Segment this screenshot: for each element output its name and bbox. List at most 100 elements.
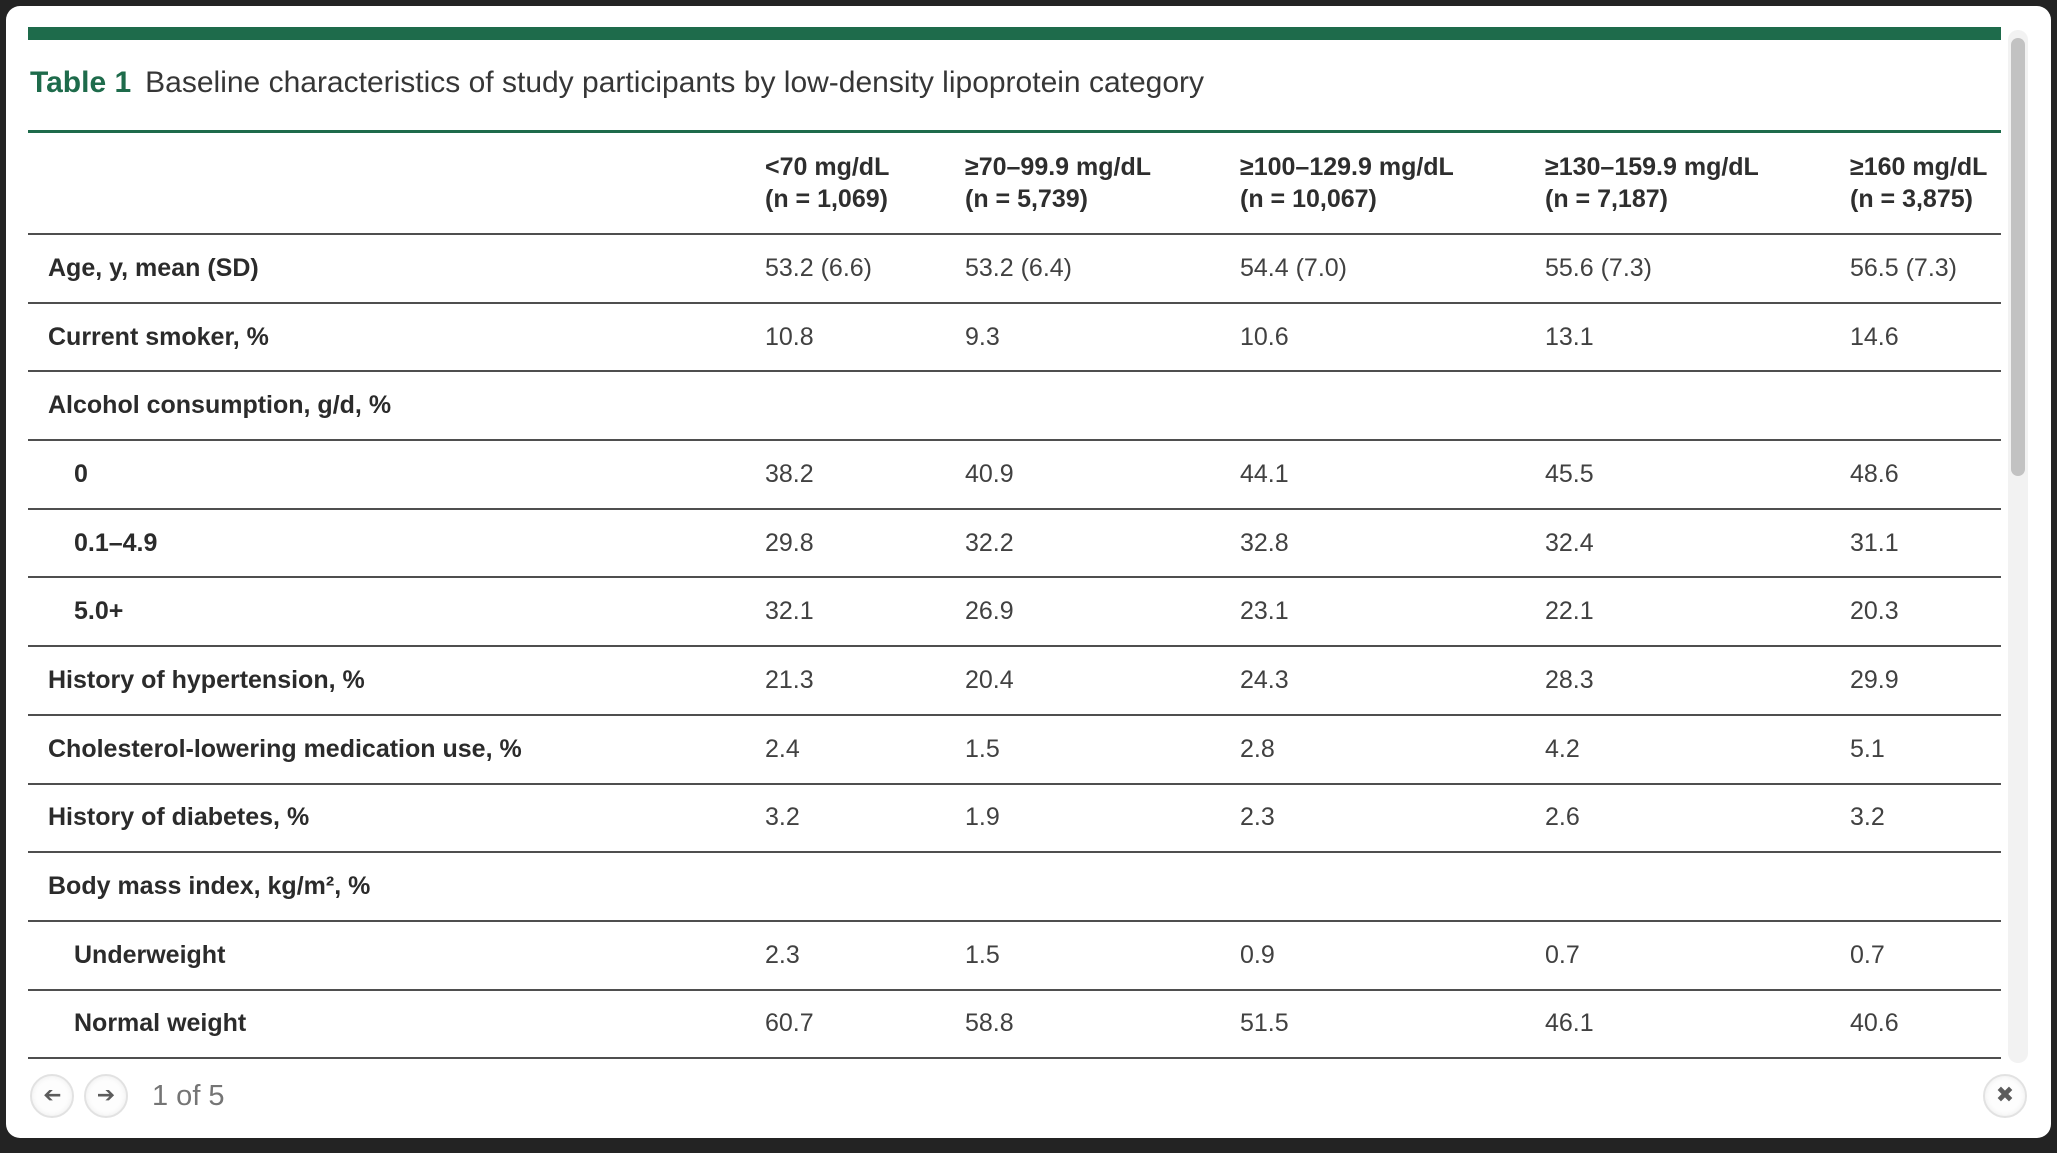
prev-page-button[interactable]: ➔ [30, 1074, 74, 1118]
table-row: 5.0+ 32.1 26.9 23.1 22.1 20.3 [28, 577, 2001, 648]
value-cell: 58.8 [965, 989, 1240, 1060]
table-row: Cholesterol-lowering medication use, % 2.… [28, 714, 2001, 785]
row-label: Normal weight [28, 989, 765, 1060]
value-cell: 2.8 [1240, 714, 1545, 785]
value-cell: 0.7 [1545, 920, 1850, 991]
table-row: Normal weight 60.7 58.8 51.5 46.1 40.6 [28, 989, 2001, 1060]
value-cell: 26.9 [965, 577, 1240, 648]
value-cell [1240, 852, 1545, 922]
table-row: History of hypertension, % 21.3 20.4 24.3 28… [28, 646, 2001, 716]
row-label: Cholesterol-lowering medication use, % [28, 714, 765, 785]
value-cell: 23.1 [1240, 577, 1545, 648]
table-row: Current smoker, % 10.8 9.3 10.6 13.1 14.6 [28, 302, 2001, 373]
row-label: Body mass index, kg/m², % [28, 852, 765, 922]
value-cell: 1.5 [965, 714, 1240, 785]
value-cell: 40.9 [965, 440, 1240, 510]
column-header: <70 mg/dL (n = 1,069) [765, 133, 965, 235]
value-cell: 21.3 [765, 646, 965, 716]
next-page-button[interactable]: ➔ [84, 1074, 128, 1118]
value-cell: 44.1 [1240, 440, 1545, 510]
value-cell: 9.3 [965, 302, 1240, 373]
value-cell: 38.2 [765, 440, 965, 510]
value-cell [1545, 852, 1850, 922]
table-row: History of diabetes, % 3.2 1.9 2.3 2.6 3.2 [28, 783, 2001, 854]
value-cell: 3.2 [765, 783, 965, 854]
value-cell: 1.9 [965, 783, 1240, 854]
table-row: 0 38.2 40.9 44.1 45.5 48.6 [28, 440, 2001, 510]
value-cell: 1.5 [965, 920, 1240, 991]
value-cell: 13.1 [1545, 302, 1850, 373]
page-indicator: 1 of 5 [152, 1079, 225, 1112]
table-row: 0.1–4.9 29.8 32.2 32.8 32.4 31.1 [28, 508, 2001, 579]
top-accent-bar [28, 27, 2001, 40]
table-row: Underweight 2.3 1.5 0.9 0.7 0.7 [28, 920, 2001, 991]
column-header: ≥100–129.9 mg/dL (n = 10,067) [1240, 133, 1545, 235]
value-cell: 2.3 [765, 920, 965, 991]
value-cell: 10.6 [1240, 302, 1545, 373]
row-label: 0.1–4.9 [28, 508, 765, 579]
column-header: ≥160 mg/dL (n = 3,875) [1850, 133, 2001, 235]
row-label: Alcohol consumption, g/d, % [28, 371, 765, 442]
row-label: Current smoker, % [28, 302, 765, 373]
value-cell: 32.8 [1240, 508, 1545, 579]
value-cell: 32.4 [1545, 508, 1850, 579]
row-label: History of hypertension, % [28, 646, 765, 716]
table-header-row: <70 mg/dL (n = 1,069) ≥70–99.9 mg/dL (n = 5… [28, 133, 2001, 235]
scrollbar-thumb[interactable] [2011, 38, 2025, 476]
close-icon: ✖ [1995, 1083, 2015, 1108]
value-cell [1545, 371, 1850, 442]
value-cell: 2.3 [1240, 783, 1545, 854]
value-cell: 20.3 [1850, 577, 2001, 648]
table-caption: Baseline characteristics of study partic… [145, 66, 1205, 99]
value-cell: 29.9 [1850, 646, 2001, 716]
value-cell: 29.8 [765, 508, 965, 579]
value-cell: 53.2 (6.4) [965, 234, 1240, 304]
table-title: Table 1 Baseline characteristics of study… [30, 66, 1980, 100]
table-scroll-area[interactable]: <70 mg/dL (n = 1,069) ≥70–99.9 mg/dL (n = 5… [28, 130, 2001, 1062]
value-cell [765, 852, 965, 922]
value-cell: 40.6 [1850, 989, 2001, 1060]
vertical-scrollbar[interactable] [2008, 30, 2028, 1063]
pagination-controls: ➔ ➔ 1 of 5 [30, 1074, 225, 1118]
value-cell: 0.7 [1850, 920, 2001, 991]
value-cell: 5.1 [1850, 714, 2001, 785]
table-row: Body mass index, kg/m², % [28, 852, 2001, 922]
arrow-left-icon: ➔ [42, 1083, 62, 1108]
value-cell: 32.1 [765, 577, 965, 648]
value-cell [1850, 371, 2001, 442]
row-label: Underweight [28, 920, 765, 991]
row-label-header [28, 133, 765, 235]
value-cell: 24.3 [1240, 646, 1545, 716]
value-cell: 46.1 [1545, 989, 1850, 1060]
value-cell: 22.1 [1545, 577, 1850, 648]
arrow-right-icon: ➔ [96, 1083, 116, 1108]
value-cell: 3.2 [1850, 783, 2001, 854]
close-button[interactable]: ✖ [1983, 1074, 2027, 1118]
value-cell: 28.3 [1545, 646, 1850, 716]
table-row: Alcohol consumption, g/d, % [28, 371, 2001, 442]
value-cell [965, 852, 1240, 922]
table-number-label: Table 1 [30, 66, 132, 99]
row-label: 0 [28, 440, 765, 510]
value-cell [765, 371, 965, 442]
value-cell: 2.4 [765, 714, 965, 785]
value-cell [1850, 852, 2001, 922]
row-label: Age, y, mean (SD) [28, 234, 765, 304]
column-header: ≥130–159.9 mg/dL (n = 7,187) [1545, 133, 1850, 235]
row-label: History of diabetes, % [28, 783, 765, 854]
value-cell [1240, 371, 1545, 442]
value-cell: 4.2 [1545, 714, 1850, 785]
value-cell: 56.5 (7.3) [1850, 234, 2001, 304]
value-cell: 14.6 [1850, 302, 2001, 373]
value-cell: 48.6 [1850, 440, 2001, 510]
row-label: 5.0+ [28, 577, 765, 648]
value-cell: 0.9 [1240, 920, 1545, 991]
value-cell [965, 371, 1240, 442]
value-cell: 20.4 [965, 646, 1240, 716]
table-row: Age, y, mean (SD) 53.2 (6.6) 53.2 (6.4) 54.… [28, 234, 2001, 304]
value-cell: 10.8 [765, 302, 965, 373]
baseline-characteristics-table: <70 mg/dL (n = 1,069) ≥70–99.9 mg/dL (n = 5… [28, 133, 2001, 1060]
value-cell: 60.7 [765, 989, 965, 1060]
value-cell: 53.2 (6.6) [765, 234, 965, 304]
value-cell: 45.5 [1545, 440, 1850, 510]
